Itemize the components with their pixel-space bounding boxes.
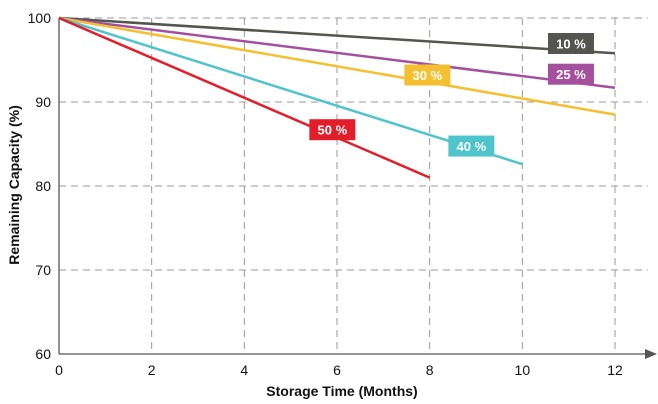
series-badge-label: 25 % [556,67,586,82]
x-tick-label: 8 [426,362,434,378]
x-tick-label: 2 [148,362,156,378]
x-axis-label: Storage Time (Months) [266,383,417,399]
x-axis-arrow-icon [645,349,657,359]
series-badge [547,32,594,54]
series-line [58,16,523,166]
y-axis-label: Remaining Capacity (%) [6,105,22,264]
series-badge [547,63,594,85]
x-tick-label: 10 [515,362,531,378]
series-badge-label: 40 % [457,139,487,154]
series-line [58,16,616,55]
axes [58,18,657,359]
y-tick-label: 80 [35,178,51,194]
y-tick-label: 100 [28,10,52,26]
y-tick-labels: 60 70 80 90 100 [28,10,52,362]
series-line [58,16,616,116]
series-badges: 10 % 25 % 30 % 40 % 50 % [309,32,594,157]
x-tick-labels: 0 2 4 6 8 10 12 [55,362,623,378]
series-badge-label: 30 % [413,68,443,83]
series-line [58,16,431,179]
series-badge [404,64,451,86]
series-badge-label: 50 % [318,123,348,138]
y-tick-label: 90 [35,94,51,110]
x-tick-label: 6 [333,362,341,378]
y-tick-label: 60 [35,346,51,362]
y-tick-label: 70 [35,262,51,278]
x-tick-label: 0 [55,362,63,378]
series-badge-label: 10 % [556,36,586,51]
x-tick-label: 12 [607,362,623,378]
series-lines [58,16,616,179]
x-tick-label: 4 [240,362,248,378]
series-line [58,16,616,89]
series-badge [309,119,356,141]
series-badge [448,135,495,157]
gridlines [59,17,648,354]
